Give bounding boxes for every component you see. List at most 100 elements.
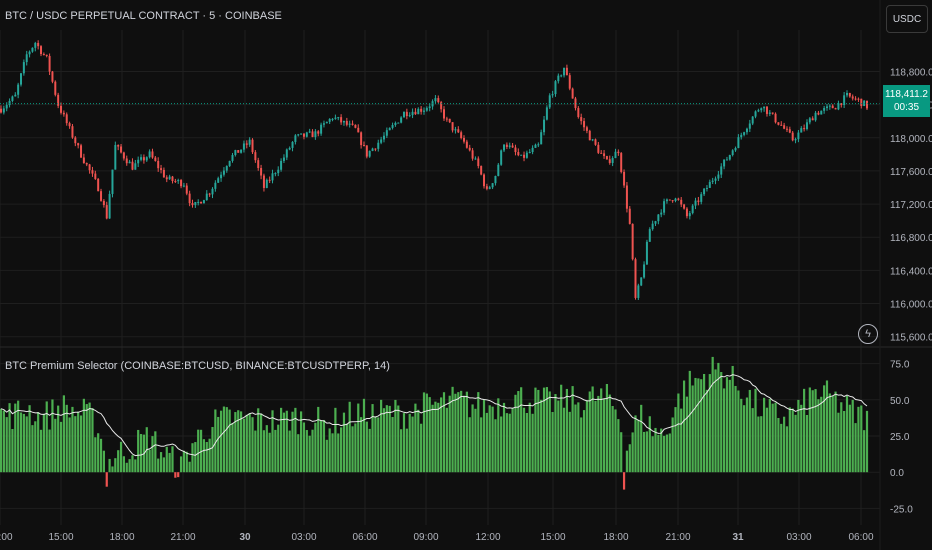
- indicator-bar: [85, 404, 88, 473]
- candle-body: [817, 112, 820, 115]
- indicator-bar: [222, 406, 226, 473]
- candle-body: [731, 150, 734, 155]
- candle-body: [737, 137, 740, 149]
- indicator-tick-label: 50.0: [890, 396, 910, 407]
- currency-button[interactable]: USDC: [886, 5, 928, 33]
- indicator-bar: [460, 390, 463, 473]
- indicator-bar: [640, 404, 643, 473]
- indicator-bar: [271, 410, 274, 473]
- indicator-bar: [68, 417, 71, 473]
- indicator-bar: [288, 430, 291, 473]
- indicator-bar: [417, 409, 420, 473]
- indicator-bar: [102, 450, 105, 473]
- candle-body: [162, 169, 165, 178]
- candle-body: [22, 62, 25, 74]
- indicator-bar: [508, 413, 511, 473]
- candle-body: [785, 128, 788, 130]
- indicator-bar: [528, 402, 531, 473]
- candle-body: [94, 173, 97, 179]
- candle-body: [268, 179, 271, 181]
- candle-body: [97, 178, 100, 192]
- candle-body: [477, 158, 480, 167]
- indicator-bar: [565, 388, 569, 473]
- x-tick-label: 15:00: [540, 532, 565, 543]
- candle-body: [743, 132, 746, 135]
- candle-body: [40, 46, 43, 55]
- candle-body: [222, 170, 225, 175]
- indicator-bar: [574, 404, 577, 473]
- candle-body: [611, 158, 614, 163]
- indicator-bar: [548, 391, 551, 473]
- candle-body: [125, 158, 128, 164]
- candle-body: [663, 201, 666, 213]
- candle-body: [717, 174, 720, 179]
- indicator-bar: [125, 462, 128, 473]
- candle-body: [814, 112, 817, 121]
- indicator-bar: [682, 380, 686, 473]
- candle-body: [168, 176, 171, 180]
- candle-body: [777, 122, 780, 125]
- indicator-bar: [105, 472, 108, 487]
- candle-body: [37, 42, 40, 47]
- candle-body: [325, 121, 328, 124]
- candle-body: [142, 157, 145, 161]
- candle-body: [768, 112, 771, 114]
- price-tick-label: 115,600.0: [890, 333, 932, 344]
- indicator-bar: [385, 405, 388, 473]
- lightning-icon[interactable]: ϟ: [858, 324, 878, 344]
- indicator-bar: [360, 417, 363, 473]
- indicator-bar: [408, 413, 411, 473]
- candle-body: [514, 147, 517, 153]
- indicator-bar: [231, 422, 234, 473]
- x-tick-label: 18:00: [109, 532, 134, 543]
- indicator-bar: [151, 436, 154, 473]
- candle-body: [51, 71, 54, 82]
- last-price-value: 118,411.2: [884, 89, 928, 100]
- indicator-bar: [274, 429, 277, 473]
- indicator-bar: [411, 416, 414, 473]
- candle-body: [85, 163, 88, 165]
- indicator-bar: [134, 459, 137, 473]
- candle-body: [302, 133, 305, 137]
- indicator-bar: [605, 384, 609, 473]
- indicator-bar: [59, 421, 63, 473]
- indicator-bar: [560, 384, 563, 473]
- indicator-bar: [371, 404, 374, 473]
- price-tick-label: 117,600.0: [890, 167, 932, 178]
- candle-body: [525, 152, 528, 158]
- indicator-bar: [259, 413, 263, 473]
- candle-body: [122, 152, 125, 159]
- indicator-bar: [434, 401, 437, 473]
- indicator-bar: [340, 427, 343, 473]
- indicator-bar: [48, 429, 51, 473]
- indicator-bar: [511, 408, 514, 473]
- indicator-bar: [700, 379, 703, 473]
- candle-body: [377, 142, 380, 149]
- indicator-bar: [291, 411, 294, 473]
- indicator-bar: [622, 472, 626, 490]
- candle-body: [342, 120, 345, 123]
- indicator-bar: [262, 430, 266, 473]
- candle-body: [474, 158, 477, 160]
- indicator-bar: [197, 429, 200, 473]
- indicator-bar: [777, 417, 780, 473]
- indicator-bar: [602, 398, 606, 473]
- indicator-bar: [97, 433, 100, 473]
- indicator-bar: [139, 434, 143, 473]
- indicator-bar: [488, 405, 491, 473]
- candle-body: [665, 199, 668, 202]
- indicator-bar: [837, 412, 840, 473]
- x-tick-label: 31: [732, 532, 744, 543]
- indicator-bar: [334, 407, 337, 473]
- indicator-bar: [848, 404, 851, 473]
- indicator-bar: [162, 457, 166, 473]
- candle-body: [691, 205, 694, 214]
- candle-body: [668, 199, 671, 201]
- candle-body: [54, 81, 57, 95]
- candle-body: [617, 151, 620, 154]
- indicator-bar: [702, 373, 706, 473]
- candle-body: [362, 145, 365, 147]
- indicator-bar: [282, 412, 286, 473]
- indicator-bar: [397, 405, 400, 473]
